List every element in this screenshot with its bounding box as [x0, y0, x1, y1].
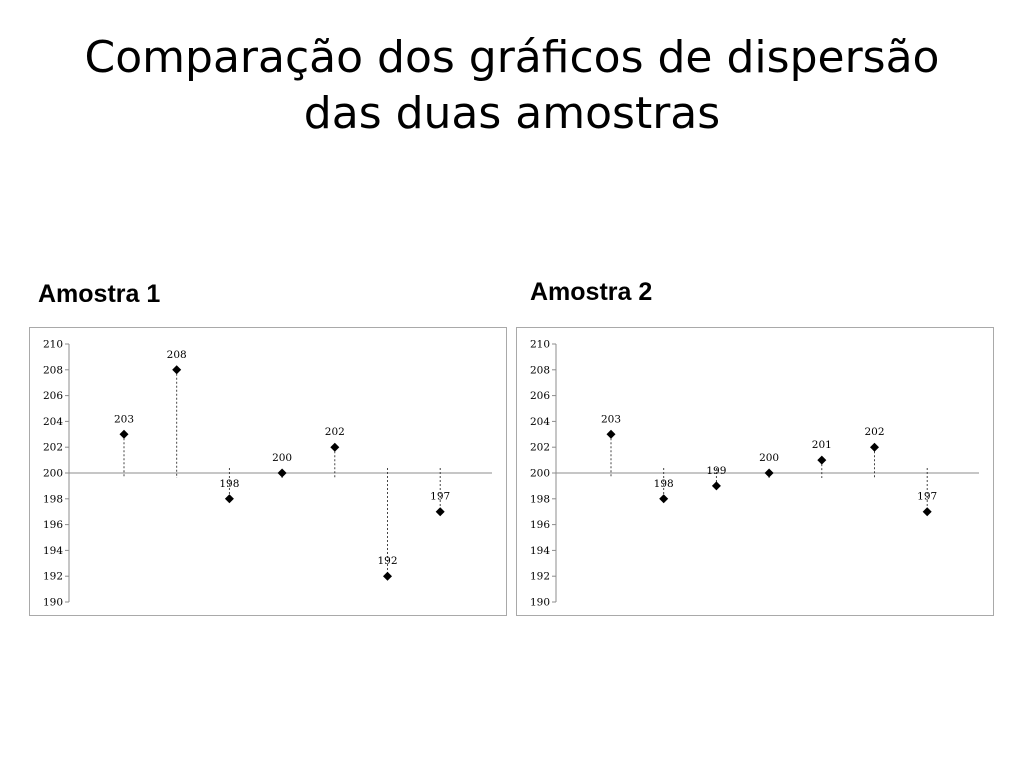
- data-label: 198: [219, 478, 239, 490]
- amostra-1-label: Amostra 1: [38, 280, 161, 308]
- y-tick-label: 194: [530, 545, 550, 557]
- data-point-marker: [383, 571, 392, 581]
- y-tick-label: 200: [43, 468, 63, 480]
- data-point-marker: [119, 429, 129, 439]
- y-tick-label: 208: [530, 364, 550, 376]
- y-tick-label: 196: [43, 519, 63, 531]
- data-point-marker: [606, 429, 616, 439]
- data-label: 197: [917, 491, 937, 503]
- y-tick-label: 208: [43, 364, 63, 376]
- scatter-plot-amostra-1: 190 192 194 196 198 200 202 204 206 208 210 203 208 1…: [43, 339, 492, 609]
- data-point-marker: [659, 494, 669, 504]
- data-label: 197: [430, 491, 450, 503]
- data-label: 202: [325, 426, 345, 438]
- data-point-marker: [172, 365, 182, 375]
- data-label: 198: [654, 478, 674, 490]
- scatter-plot-amostra-2: 190 192 194 196 198 200 202 204 206 208 210 203 198 1…: [530, 339, 979, 609]
- data-label: 208: [167, 349, 187, 361]
- y-tick-label: 202: [43, 442, 63, 454]
- data-point-marker: [817, 455, 827, 465]
- data-point-marker: [277, 468, 287, 478]
- data-label: 201: [812, 439, 832, 451]
- data-label: 203: [114, 413, 134, 425]
- y-tick-label: 206: [530, 390, 550, 402]
- y-tick-label: 200: [530, 468, 550, 480]
- data-label: 199: [706, 465, 726, 477]
- y-tick-label: 192: [43, 571, 63, 583]
- data-label: 202: [864, 426, 884, 438]
- data-point-marker: [711, 481, 721, 491]
- data-point-marker: [922, 507, 932, 517]
- y-tick-label: 192: [530, 571, 550, 583]
- data-point-marker: [330, 442, 340, 452]
- y-tick-label: 198: [43, 493, 63, 505]
- y-tick-label: 202: [530, 442, 550, 454]
- y-tick-label: 210: [43, 339, 63, 351]
- y-tick-label: 190: [530, 597, 550, 609]
- y-tick-label: 204: [43, 416, 63, 428]
- data-label: 203: [601, 413, 621, 425]
- y-tick-label: 206: [43, 390, 63, 402]
- data-point-marker: [764, 468, 774, 478]
- y-tick-label: 196: [530, 519, 550, 531]
- data-point-marker: [870, 442, 879, 452]
- chart-amostra-2: 190 192 194 196 198 200 202 204 206 208 210 203 198 1…: [516, 327, 994, 616]
- y-tick-label: 198: [530, 493, 550, 505]
- y-tick-label: 210: [530, 339, 550, 351]
- data-label: 192: [377, 555, 397, 567]
- data-point-marker: [435, 507, 445, 517]
- slide-title: Comparação dos gráficos de dispersão das…: [84, 32, 940, 139]
- y-tick-label: 190: [43, 597, 63, 609]
- y-tick-label: 204: [530, 416, 550, 428]
- data-label: 200: [759, 452, 779, 464]
- y-tick-label: 194: [43, 545, 63, 557]
- data-label: 200: [272, 452, 292, 464]
- data-point-marker: [224, 494, 234, 504]
- chart-amostra-1: 190 192 194 196 198 200 202 204 206 208 210 203 208 1…: [29, 327, 507, 616]
- amostra-2-label: Amostra 2: [530, 278, 653, 306]
